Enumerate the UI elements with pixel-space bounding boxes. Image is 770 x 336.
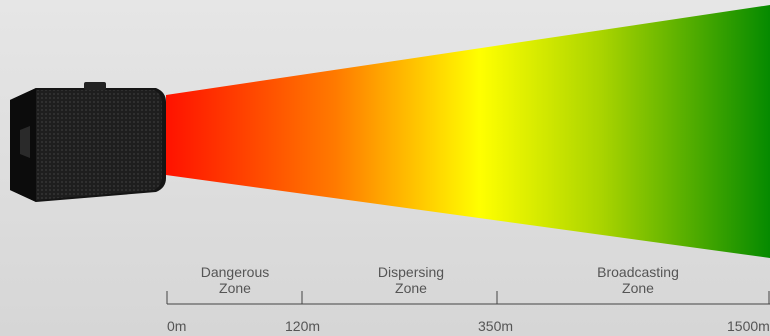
- zone-label-broadcasting: Broadcasting Zone: [563, 264, 713, 296]
- zone-label-line: Dispersing: [377, 264, 445, 280]
- distance-label-120m: 120m: [285, 318, 321, 334]
- zone-label-line: Zone: [622, 280, 654, 296]
- zone-label-line: Zone: [395, 280, 427, 296]
- speaker-device: [10, 82, 166, 202]
- distance-ruler: [166, 291, 770, 305]
- zone-label-line: Dangerous: [200, 264, 270, 280]
- distance-label-1500m: 1500m: [727, 318, 770, 334]
- zone-label-line: Zone: [219, 280, 251, 296]
- distance-label-0m: 0m: [167, 318, 187, 334]
- zone-label-line: Broadcasting: [597, 264, 679, 280]
- zone-label-dangerous: Dangerous Zone: [160, 264, 310, 296]
- sound-beam: [166, 5, 770, 258]
- zone-label-dispersing: Dispersing Zone: [336, 264, 486, 296]
- distance-label-350m: 350m: [478, 318, 514, 334]
